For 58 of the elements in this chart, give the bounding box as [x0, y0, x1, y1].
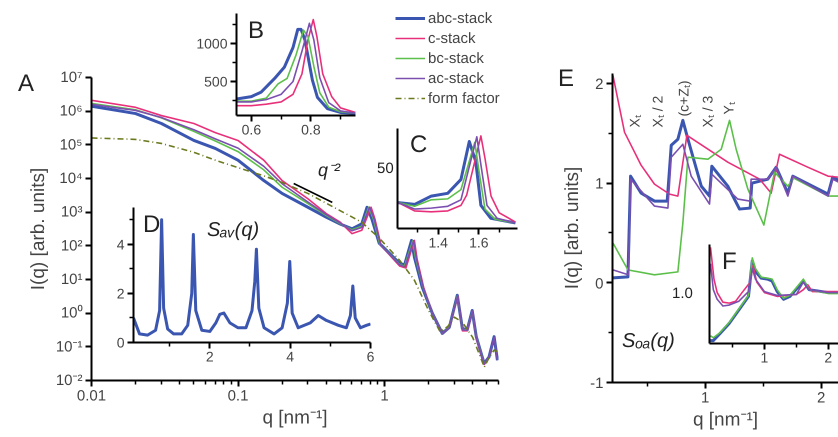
y-tick-label: 10⁵ — [60, 136, 83, 154]
annotation: Sₒₐ(q) — [622, 330, 675, 352]
y-tick-label: 10⁻¹ — [56, 338, 83, 356]
y-tick-label: 10⁶ — [60, 102, 82, 120]
x-axis-title: q [nm⁻¹] — [262, 408, 328, 428]
annotation: q⁻² — [318, 160, 340, 181]
x-tick-label: 2 — [824, 350, 832, 366]
x-tick-label: 0.8 — [301, 122, 321, 138]
annotation: Xₜ — [626, 114, 642, 128]
line-series — [612, 143, 838, 276]
y-tick-label: 0 — [595, 275, 604, 292]
legend-label: bc-stack — [428, 48, 484, 68]
x-tick-label: 2 — [816, 390, 826, 406]
x-tick-label: 6 — [366, 348, 375, 364]
y-tick-label: 1 — [595, 176, 604, 193]
chart-title: A — [18, 70, 34, 98]
line-series — [612, 74, 838, 197]
y-tick-label: 10⁻² — [56, 372, 83, 389]
chart-title: B — [248, 17, 264, 44]
chart-title: E — [558, 65, 574, 92]
x-tick-label: 4 — [286, 348, 294, 364]
x-tick-label: 0.1 — [228, 388, 248, 404]
annotation: 1.0 — [672, 285, 693, 302]
annotation: 50 — [377, 160, 394, 178]
chart-title: F — [722, 248, 737, 276]
annotation: (c+Zₜ) — [676, 80, 692, 116]
y-tick-label: -1 — [590, 375, 604, 392]
annotation: Xₜ / 2 — [650, 95, 666, 128]
y-tick-label: 2 — [595, 76, 604, 93]
y-axis-title: I(q) [arb. units] — [562, 166, 584, 290]
x-tick-label: 1.4 — [428, 234, 448, 250]
legend-label: c-stack — [428, 28, 476, 48]
annotation: Sₐᵥ(q) — [207, 219, 260, 241]
x-tick-label: 0.6 — [242, 122, 262, 138]
y-tick-label: 10² — [60, 237, 83, 254]
x-tick-label: 1 — [701, 390, 710, 406]
x-tick-label: 1 — [760, 350, 769, 366]
x-tick-label: 1 — [380, 388, 389, 404]
y-tick-label: 10⁴ — [59, 170, 83, 187]
y-tick-label: 10⁰ — [60, 304, 83, 322]
x-tick-label: 0.01 — [76, 388, 106, 404]
y-tick-label: 500 — [204, 74, 228, 90]
x-tick-label: 1.6 — [469, 234, 489, 250]
y-tick-label: 1000 — [196, 36, 228, 52]
legend-label: form factor — [428, 88, 500, 108]
annotation: Xₜ / 3 — [700, 95, 716, 128]
chart-title: C — [410, 131, 428, 158]
y-tick-label: 2 — [116, 285, 125, 302]
chart-title: D — [143, 211, 160, 238]
annotation: Yₜ — [720, 101, 736, 114]
y-axis-title: I(q) [arb. units] — [28, 168, 49, 290]
y-tick-label: 10⁷ — [60, 69, 83, 86]
x-axis-title: q [nm⁻¹] — [692, 410, 758, 430]
legend-label: abc-stack — [428, 8, 492, 28]
legend-label: ac-stack — [428, 68, 484, 88]
y-tick-label: 10³ — [60, 204, 83, 221]
y-tick-label: 10¹ — [60, 271, 83, 288]
y-tick-label: 0 — [116, 334, 125, 350]
